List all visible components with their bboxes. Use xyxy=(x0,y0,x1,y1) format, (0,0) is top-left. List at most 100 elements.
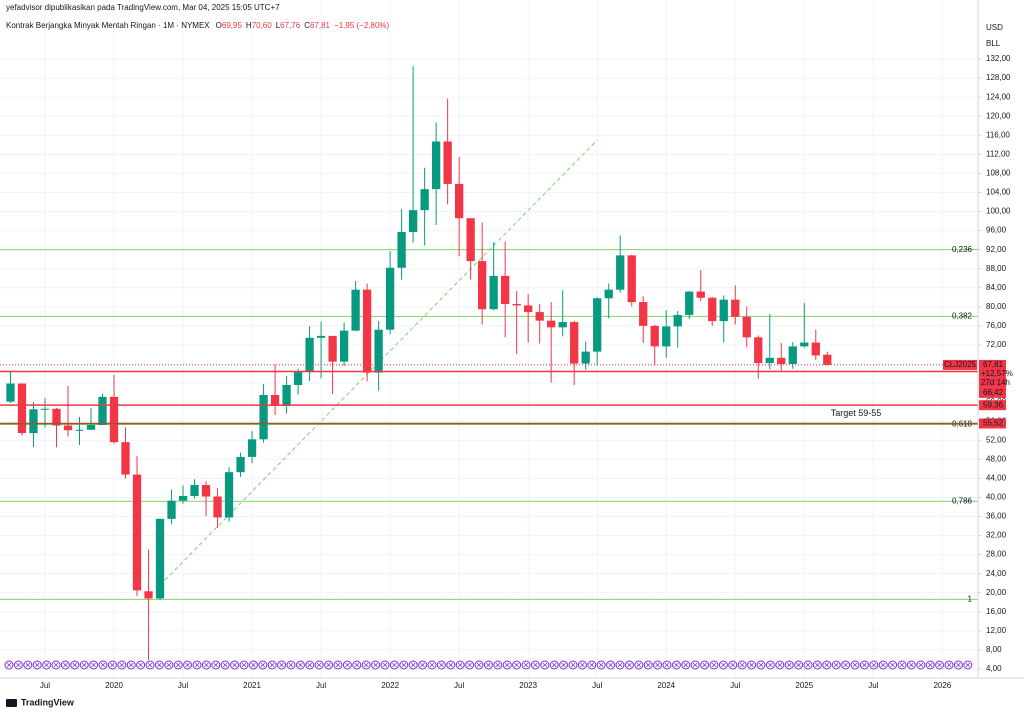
candle-body xyxy=(650,325,659,347)
candle-body xyxy=(109,396,119,443)
event-icon-mark xyxy=(307,662,313,668)
y-tick-label: 36,00 xyxy=(986,512,1007,521)
event-icon-mark xyxy=(457,662,463,668)
event-icon-mark xyxy=(824,662,830,668)
event-icon-mark xyxy=(815,662,820,668)
y-tick-label: 96,00 xyxy=(986,226,1007,235)
event-icon-mark xyxy=(448,662,454,668)
legend-key: O xyxy=(216,21,222,30)
candle-body xyxy=(339,330,349,362)
event-icon-mark xyxy=(589,662,595,668)
legend-change: −1,95 (−2,80%) xyxy=(334,21,389,30)
event-icon-mark xyxy=(363,662,369,668)
candle-body xyxy=(639,302,648,326)
event-icon-mark xyxy=(298,662,303,668)
event-icon-mark xyxy=(655,662,660,668)
candle-body xyxy=(593,298,602,352)
candle-body xyxy=(282,384,291,406)
y-tick-label: 12,00 xyxy=(986,626,1007,635)
event-icon-mark xyxy=(871,662,877,668)
event-icon-mark xyxy=(533,662,538,668)
event-icon-mark xyxy=(392,662,397,668)
candle-body xyxy=(328,335,337,362)
event-icon-mark xyxy=(702,662,707,668)
logo: TradingView xyxy=(6,697,75,707)
candle-body xyxy=(201,485,211,497)
event-icon-mark xyxy=(721,662,726,668)
level-label: 59,36 xyxy=(983,400,1004,409)
event-icon-mark xyxy=(843,662,848,668)
candle-body xyxy=(420,189,429,211)
y-tick-label: 80,00 xyxy=(986,302,1007,311)
x-tick-label: 2020 xyxy=(105,681,123,690)
event-icon-mark xyxy=(852,662,858,668)
event-icon-mark xyxy=(382,662,388,668)
candle-body xyxy=(616,255,625,290)
candle-body xyxy=(75,429,84,431)
event-icon-mark xyxy=(147,662,153,668)
candle-body xyxy=(685,291,694,315)
candle-body xyxy=(558,322,567,328)
candle-body xyxy=(374,329,383,373)
legend-key: L xyxy=(276,21,281,30)
y-tick-label: 16,00 xyxy=(986,607,1007,616)
event-icon-mark xyxy=(542,662,548,668)
candle-body xyxy=(547,320,556,328)
event-icon-mark xyxy=(439,662,444,668)
event-icon-mark xyxy=(213,662,219,668)
event-icon-mark xyxy=(467,662,472,668)
x-tick-label: Jul xyxy=(730,681,740,690)
event-icon-mark xyxy=(34,662,40,668)
event-icon-mark xyxy=(119,662,125,668)
y-tick-label: 132,00 xyxy=(986,54,1011,63)
candle-body xyxy=(754,337,763,364)
y-tick-label: 92,00 xyxy=(986,245,1007,254)
candle-body xyxy=(40,408,50,410)
candle-body xyxy=(63,425,73,431)
y-tick-label: 116,00 xyxy=(986,130,1010,139)
x-tick-label: 2023 xyxy=(519,681,537,690)
candle-body xyxy=(144,591,153,599)
event-icon-mark xyxy=(138,662,143,668)
annotation: Target 59-55 xyxy=(831,408,882,418)
event-icon-mark xyxy=(768,662,773,668)
candle-body xyxy=(132,474,142,591)
event-icon-mark xyxy=(232,662,237,668)
event-icon-mark xyxy=(128,662,134,668)
event-icon-mark xyxy=(25,662,31,668)
y-tick-label: 84,00 xyxy=(986,283,1007,292)
event-icon-mark xyxy=(166,662,172,668)
candle-body xyxy=(731,299,740,317)
y-tick-label: 8,00 xyxy=(986,645,1002,654)
candle-body xyxy=(86,425,96,430)
candle-body xyxy=(478,261,487,310)
candle-body xyxy=(719,299,728,322)
symbol-badge xyxy=(943,359,977,370)
candle-body xyxy=(293,372,303,385)
event-icon-mark xyxy=(617,662,623,668)
candle-body xyxy=(777,357,786,365)
legend-value: 67,81 xyxy=(310,21,331,30)
event-icon-mark xyxy=(316,662,322,668)
currency: USD xyxy=(986,23,1003,32)
last-price-change: +12,57% xyxy=(981,369,1013,378)
symbol-title: Kontrak Berjangka Minyak Mentah Ringan ·… xyxy=(6,21,210,30)
event-icon-mark xyxy=(758,662,764,668)
event-icon-mark xyxy=(514,662,519,668)
event-icon-mark xyxy=(598,662,604,668)
candle-body xyxy=(121,442,130,475)
candle-body xyxy=(823,354,832,365)
event-icon-mark xyxy=(269,662,275,668)
candle-body xyxy=(397,232,406,268)
event-icon-mark xyxy=(72,662,78,668)
candle-body xyxy=(788,346,797,365)
event-icon-mark xyxy=(16,662,21,668)
event-icon-mark xyxy=(429,662,435,668)
candle-body xyxy=(167,500,176,519)
event-icon-mark xyxy=(730,662,736,668)
candle-body xyxy=(443,141,452,184)
candle-body xyxy=(17,383,27,434)
event-icon-mark xyxy=(260,662,266,668)
event-icon-mark xyxy=(918,662,924,668)
